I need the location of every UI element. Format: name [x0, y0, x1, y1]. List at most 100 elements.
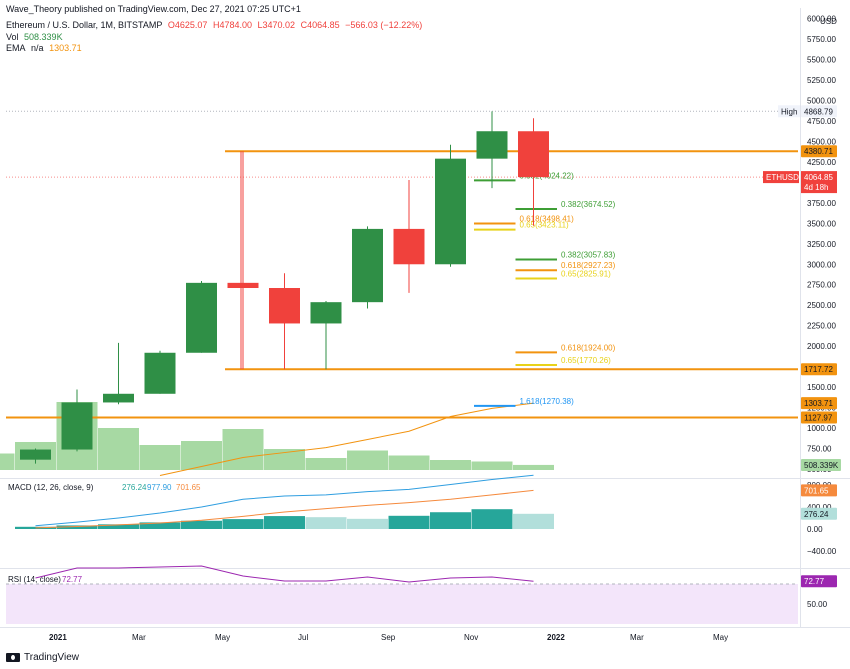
time-axis-tick: Nov	[464, 633, 478, 642]
ema-tag: 1303.71	[804, 399, 833, 408]
macd-histogram-bar	[305, 517, 347, 529]
macd-hist-tag-bg	[801, 507, 837, 520]
volume-bar	[471, 461, 513, 470]
rsi-line	[35, 565, 534, 583]
volume-bar	[98, 428, 139, 470]
level-label: 0.382(3674.52)	[561, 200, 616, 209]
signal-line	[35, 489, 534, 529]
macd-histogram-bar	[430, 512, 471, 529]
level-label: 0.618(2927.23)	[561, 261, 616, 270]
level-1127-tag: 1127.97	[804, 414, 833, 423]
level-label: 0.65(1770.26)	[561, 356, 611, 365]
legend-change: −566.03 (−12.22%)	[345, 20, 423, 30]
legend-high: H4784.00	[212, 20, 252, 30]
time-axis-tick: Sep	[381, 633, 396, 642]
volume-bar	[347, 450, 388, 470]
candle-body	[269, 288, 300, 324]
high-price-tag: 4868.79	[804, 107, 833, 116]
price-axis-tick: 3750.00	[807, 199, 836, 208]
volume-bar	[430, 460, 471, 470]
rsi-title-value: 72.77	[62, 575, 83, 584]
price-axis-currency: USD	[820, 17, 837, 26]
symbol-legend[interactable]: Ethereum / U.S. Dollar, 1M, BITSTAMP O46…	[6, 20, 425, 31]
price-axis-tick: 750.00	[807, 444, 832, 453]
macd-axis-tick: 0.00	[807, 525, 823, 534]
macd-histogram-bar	[98, 524, 139, 529]
ema-label: EMA	[6, 43, 26, 53]
rsi-band	[6, 584, 798, 624]
level-label: 0.382(3057.83)	[561, 251, 616, 260]
price-axis-tick: 5250.00	[807, 76, 836, 85]
volume-bar	[139, 445, 181, 470]
time-axis-tick: 2022	[547, 633, 565, 642]
price-axis-tick: 4750.00	[807, 117, 836, 126]
level-1717-tag: 1717.72	[804, 365, 833, 374]
volume-tag: 508.339K	[804, 461, 839, 470]
ema-legend[interactable]: EMA n/a 1303.71	[6, 43, 85, 54]
candle-body	[144, 352, 176, 394]
level-label: 0.618(3498.41)	[520, 214, 575, 223]
macd-histogram-bar	[347, 518, 388, 529]
macd-hist-tag: 276.24	[804, 510, 829, 519]
high-label: High	[781, 107, 797, 116]
candle-body	[186, 282, 217, 353]
symbol-tag: ETHUSD	[766, 173, 799, 182]
price-axis-tick: 5000.00	[807, 97, 836, 106]
vol-label: Vol	[6, 32, 19, 42]
time-axis-tick: Jul	[298, 633, 308, 642]
macd-histogram-bar	[181, 520, 222, 529]
macd-histogram-bar	[471, 509, 513, 529]
candle-body	[227, 282, 259, 289]
volume-legend[interactable]: Vol 508.339K	[6, 32, 66, 43]
time-axis-tick: Mar	[132, 633, 146, 642]
volume-bar	[388, 455, 430, 470]
rsi-tag-bg	[801, 575, 837, 588]
ema-tag-bg	[801, 397, 837, 410]
macd-title: MACD (12, 26, close, 9)	[8, 483, 94, 492]
candle-body	[310, 302, 342, 324]
macd-signal-value: 701.65	[176, 483, 201, 492]
price-axis-tick: 3500.00	[807, 219, 836, 228]
macd-hist-value: 276.24	[122, 483, 147, 492]
price-axis-tick: 6000.00	[807, 15, 836, 24]
publish-line: Wave_Theory published on TradingView.com…	[6, 4, 301, 14]
macd-histogram-bar	[513, 513, 554, 529]
price-axis-tick: 3250.00	[807, 240, 836, 249]
price-axis-tick: 2000.00	[807, 342, 836, 351]
macd-histogram-bar	[56, 525, 98, 529]
level-label: 0.65(2825.91)	[561, 270, 611, 279]
price-axis-tick: 5500.00	[807, 56, 836, 65]
last-price-tag: 4064.85	[804, 173, 833, 182]
tradingview-logo[interactable]: TradingView	[6, 652, 79, 663]
rsi-title: RSI (14, close)	[8, 575, 61, 584]
volume-tag-bg	[801, 459, 841, 471]
volume-bar	[222, 429, 264, 470]
macd-value: 977.90	[147, 483, 172, 492]
time-axis-tick: 2021	[49, 633, 67, 642]
candle-body	[393, 228, 425, 265]
countdown-tag: 4d 18h	[804, 183, 828, 192]
macd-signal-tag-bg	[801, 484, 837, 497]
rsi-tag: 72.77	[804, 577, 825, 586]
macd-axis-tick: 400.00	[807, 503, 832, 512]
price-axis-tick: 1500.00	[807, 383, 836, 392]
time-axis-tick: Mar	[630, 633, 644, 642]
level-1127-tag-bg	[801, 411, 837, 424]
candle-series	[20, 111, 549, 464]
candle-body	[518, 131, 549, 178]
tradingview-mark-icon	[6, 653, 20, 662]
level-4380-tag-bg	[801, 145, 837, 158]
legend-close: C4064.85	[300, 20, 340, 30]
volume-bar	[181, 441, 222, 470]
level-label: 0.618(1924.00)	[561, 343, 616, 352]
time-axis-tick: May	[713, 633, 728, 642]
macd-signal-tag: 701.65	[804, 486, 829, 495]
symbol-tag-bg	[763, 171, 799, 184]
candle-body	[352, 228, 383, 303]
candle-body	[20, 449, 51, 460]
level-4380-tag: 4380.71	[804, 147, 833, 156]
last-price-tag-bg	[801, 171, 837, 194]
price-axis-tick: 2500.00	[807, 301, 836, 310]
level-label: 0.65(3423.11)	[520, 221, 570, 230]
